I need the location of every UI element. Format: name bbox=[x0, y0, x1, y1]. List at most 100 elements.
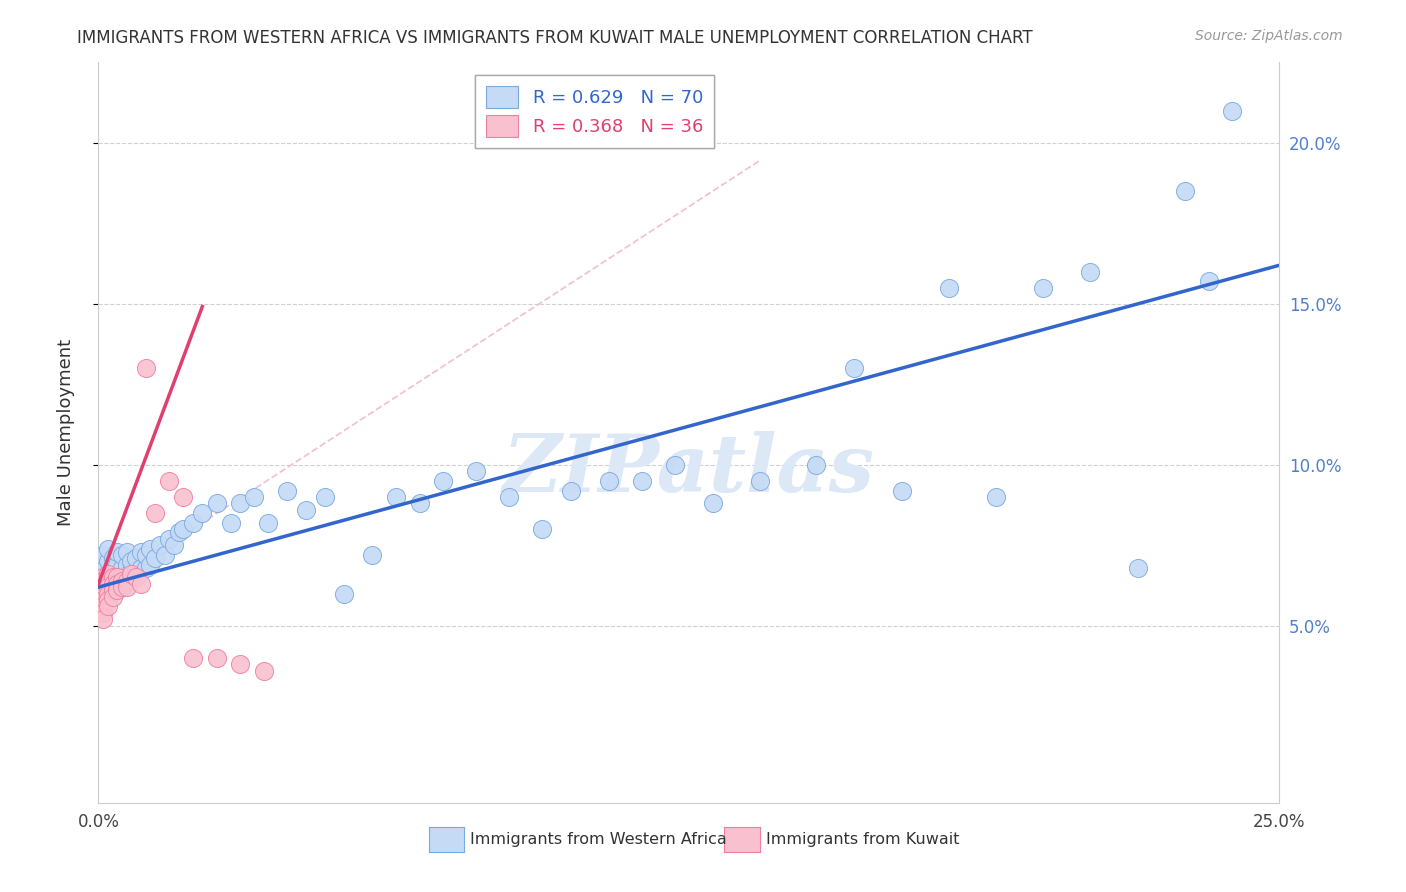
Text: Immigrants from Kuwait: Immigrants from Kuwait bbox=[766, 832, 959, 847]
Point bbox=[163, 538, 186, 552]
Point bbox=[149, 538, 172, 552]
Point bbox=[129, 545, 152, 559]
Point bbox=[314, 490, 336, 504]
Point bbox=[91, 570, 114, 584]
Point bbox=[125, 570, 148, 584]
Point bbox=[111, 580, 134, 594]
Point bbox=[1126, 561, 1149, 575]
Point bbox=[1220, 103, 1243, 118]
Point bbox=[139, 541, 162, 556]
Point bbox=[91, 570, 114, 584]
Point bbox=[664, 458, 686, 472]
Point bbox=[1174, 184, 1197, 198]
Point bbox=[115, 574, 138, 588]
Point bbox=[115, 558, 138, 572]
Point bbox=[101, 590, 124, 604]
Point bbox=[105, 583, 128, 598]
Point bbox=[97, 580, 120, 594]
Point bbox=[105, 545, 128, 559]
Point bbox=[229, 657, 252, 672]
Point bbox=[205, 496, 228, 510]
Point bbox=[1032, 281, 1054, 295]
Legend: R = 0.629   N = 70, R = 0.368   N = 36: R = 0.629 N = 70, R = 0.368 N = 36 bbox=[475, 75, 714, 148]
Point bbox=[91, 561, 114, 575]
Point bbox=[630, 474, 652, 488]
Point bbox=[135, 361, 157, 376]
Point bbox=[890, 483, 912, 498]
Point bbox=[101, 570, 124, 584]
Point bbox=[125, 564, 148, 578]
Point bbox=[143, 506, 166, 520]
Point bbox=[229, 496, 252, 510]
Point bbox=[219, 516, 242, 530]
Point bbox=[498, 490, 520, 504]
Point bbox=[115, 580, 138, 594]
Point bbox=[135, 561, 157, 575]
Point bbox=[129, 577, 152, 591]
Point bbox=[101, 570, 124, 584]
Point bbox=[181, 516, 204, 530]
Point bbox=[257, 516, 280, 530]
Point bbox=[806, 458, 828, 472]
Point bbox=[1198, 274, 1220, 288]
Point bbox=[167, 525, 190, 540]
Point bbox=[105, 570, 128, 584]
Text: Source: ZipAtlas.com: Source: ZipAtlas.com bbox=[1195, 29, 1343, 43]
Point bbox=[115, 545, 138, 559]
Point bbox=[97, 586, 120, 600]
Point bbox=[333, 586, 356, 600]
Point bbox=[153, 548, 176, 562]
Point bbox=[91, 548, 114, 562]
Point bbox=[295, 503, 318, 517]
Point bbox=[361, 548, 384, 562]
Point bbox=[91, 586, 114, 600]
Point bbox=[121, 554, 143, 568]
Point bbox=[465, 464, 488, 478]
Point bbox=[125, 551, 148, 566]
Point bbox=[97, 599, 120, 614]
Point bbox=[157, 474, 180, 488]
Point bbox=[748, 474, 770, 488]
Point bbox=[101, 551, 124, 566]
Point bbox=[135, 548, 157, 562]
Point bbox=[984, 490, 1007, 504]
Point bbox=[91, 606, 114, 620]
Point bbox=[105, 577, 128, 591]
Point bbox=[97, 567, 120, 582]
Point bbox=[91, 599, 114, 614]
Text: ZIPatlas: ZIPatlas bbox=[503, 431, 875, 508]
Point bbox=[97, 574, 120, 588]
Point bbox=[702, 496, 724, 510]
Text: IMMIGRANTS FROM WESTERN AFRICA VS IMMIGRANTS FROM KUWAIT MALE UNEMPLOYMENT CORRE: IMMIGRANTS FROM WESTERN AFRICA VS IMMIGR… bbox=[77, 29, 1033, 46]
Point bbox=[938, 281, 960, 295]
Point bbox=[385, 490, 408, 504]
Point bbox=[432, 474, 454, 488]
Point bbox=[560, 483, 582, 498]
Point bbox=[91, 580, 114, 594]
Point bbox=[101, 577, 124, 591]
Point bbox=[91, 593, 114, 607]
Point bbox=[121, 564, 143, 578]
Point bbox=[111, 574, 134, 588]
Point bbox=[243, 490, 266, 504]
Point bbox=[111, 561, 134, 575]
Point bbox=[408, 496, 430, 510]
Point bbox=[191, 506, 214, 520]
Point bbox=[1080, 265, 1102, 279]
Point bbox=[844, 361, 866, 376]
Point bbox=[97, 593, 120, 607]
Point bbox=[97, 554, 120, 568]
Y-axis label: Male Unemployment: Male Unemployment bbox=[56, 339, 75, 526]
Point bbox=[531, 522, 554, 536]
Point bbox=[157, 532, 180, 546]
Point bbox=[172, 522, 194, 536]
Point bbox=[115, 567, 138, 582]
Point bbox=[101, 561, 124, 575]
Point bbox=[181, 651, 204, 665]
Point bbox=[97, 541, 120, 556]
Point bbox=[129, 561, 152, 575]
Point bbox=[91, 612, 114, 626]
Point bbox=[91, 574, 114, 588]
Point bbox=[276, 483, 298, 498]
Point bbox=[105, 567, 128, 582]
